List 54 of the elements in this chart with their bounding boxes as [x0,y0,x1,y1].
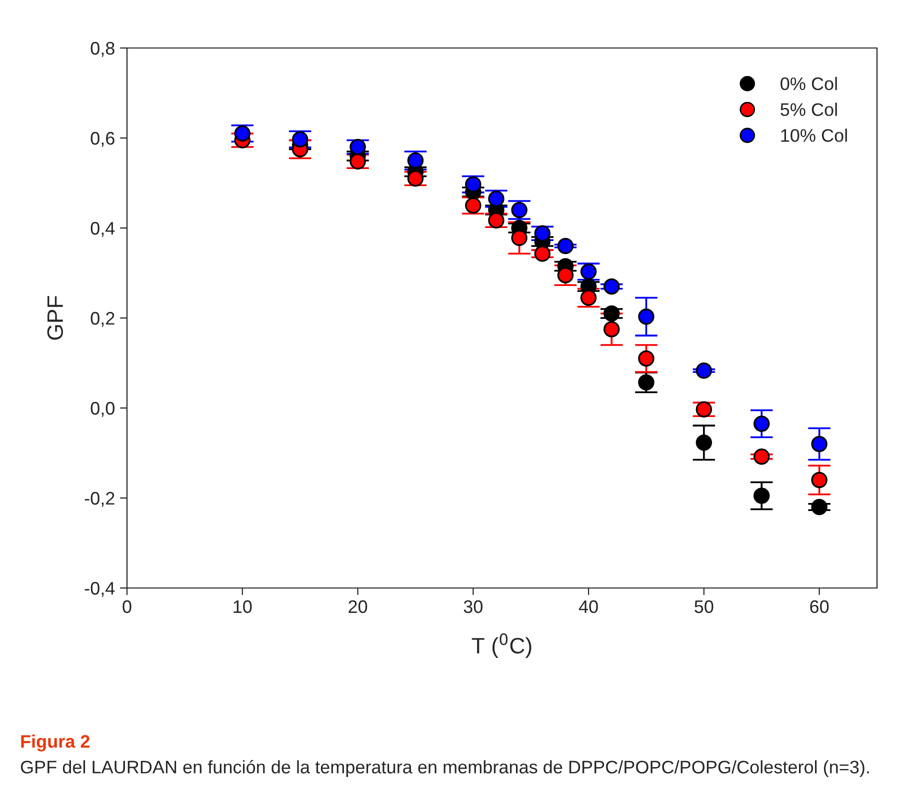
x-tick-label: 30 [464,600,482,614]
point [811,498,828,516]
x-tick-label: 50 [694,600,714,614]
point [696,362,712,379]
point [488,190,504,207]
x-tick-label: 40 [578,600,598,614]
text: GPF del LAURDAN en función de la temperatura en membranas de DPPC/POPC/POPG/Colesterol (n=3). [20,760,869,778]
point [534,225,551,242]
point [580,264,597,280]
point [603,278,620,295]
legend-label: 0% Col [780,76,837,90]
point [638,350,654,367]
y-tick-label: -0,4 [84,582,115,597]
y-axis-title: GPF [47,296,64,340]
point [811,472,828,488]
point [534,246,551,262]
point [511,202,528,218]
point [465,197,482,214]
point [511,230,528,246]
y-tick-label: 0,4 [90,222,115,237]
point [557,238,574,254]
point [557,267,574,284]
point [753,416,770,432]
x-tick-label: 20 [348,600,368,614]
point [580,290,597,306]
point [603,305,620,322]
legend-label: 5% Col [780,102,837,116]
point [350,138,366,156]
point [696,401,712,418]
x-axis-title: T ($^{0}$C) [472,633,532,658]
point [350,153,366,170]
point [696,434,712,451]
x-tick-label: 10 [234,600,252,614]
point [811,436,828,452]
point [603,321,620,338]
legend-label: 10% Col [781,128,847,142]
point [753,448,770,465]
point [638,374,654,390]
point [638,308,654,325]
point [488,212,504,228]
y-tick-label: 0,2 [90,312,114,327]
point [292,131,308,148]
point [234,125,251,142]
point [753,488,770,504]
point [407,152,424,169]
y-tick-label: 0,8 [90,42,114,57]
text: Figura 2 [21,734,90,752]
point [407,170,424,187]
x-tick-label: 0 [122,600,132,614]
x-tick-label: 60 [810,600,829,614]
y-tick-label: -0,2 [84,492,114,507]
y-tick-label: 0,0 [90,402,114,417]
y-tick-label: 0,6 [90,132,114,147]
point [465,176,482,192]
